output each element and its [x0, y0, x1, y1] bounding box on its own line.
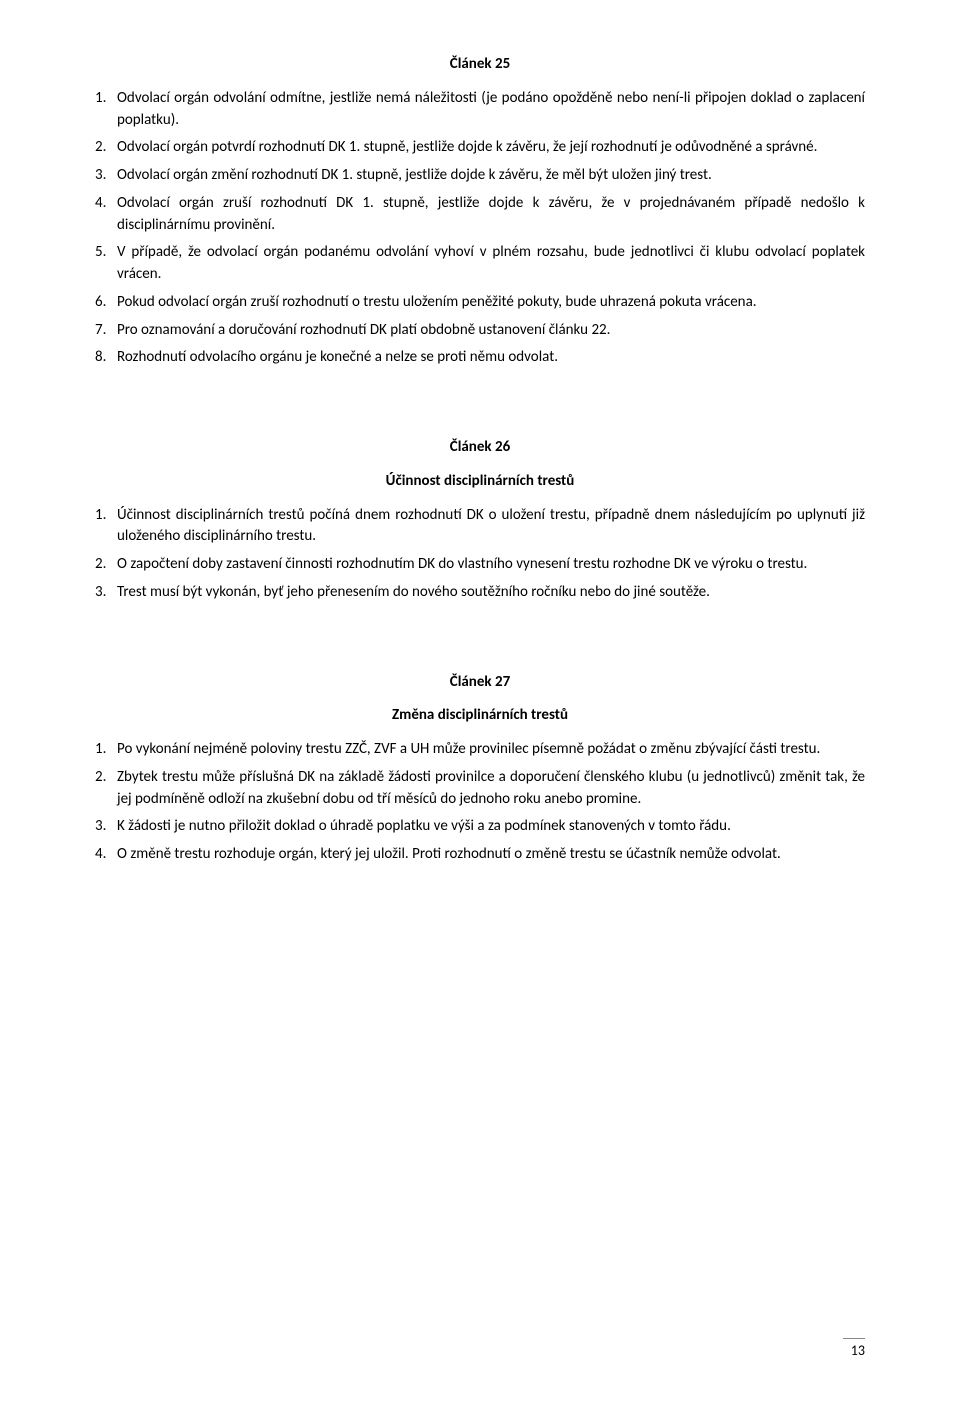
list-item: 1. Odvolací orgán odvolání odmítne, jest…	[95, 88, 865, 132]
list-item: 4. O změně trestu rozhoduje orgán, který…	[95, 844, 865, 866]
list-number: 2.	[95, 554, 117, 576]
list-text: Po vykonání nejméně poloviny trestu ZZČ,…	[117, 739, 865, 761]
list-text: Trest musí být vykonán, byť jeho přenese…	[117, 582, 865, 604]
list-text: Pro oznamování a doručování rozhodnutí D…	[117, 320, 865, 342]
list-number: 3.	[95, 165, 117, 187]
article-25: Článek 25 1. Odvolací orgán odvolání odm…	[95, 54, 865, 369]
list-number: 6.	[95, 292, 117, 314]
list-item: 2. Odvolací orgán potvrdí rozhodnutí DK …	[95, 137, 865, 159]
list-item: 8. Rozhodnutí odvolacího orgánu je koneč…	[95, 347, 865, 369]
list-number: 4.	[95, 193, 117, 237]
list-item: 6. Pokud odvolací orgán zruší rozhodnutí…	[95, 292, 865, 314]
list-number: 3.	[95, 816, 117, 838]
list-number: 2.	[95, 137, 117, 159]
list-item: 1. Po vykonání nejméně poloviny trestu Z…	[95, 739, 865, 761]
list-number: 2.	[95, 767, 117, 811]
list-item: 2. Zbytek trestu může příslušná DK na zá…	[95, 767, 865, 811]
list-text: Odvolací orgán potvrdí rozhodnutí DK 1. …	[117, 137, 865, 159]
page-number: 13	[843, 1338, 865, 1361]
article-26: Článek 26 Účinnost disciplinárních trest…	[95, 437, 865, 604]
article-27-title: Článek 27	[95, 672, 865, 694]
list-number: 5.	[95, 242, 117, 286]
list-number: 1.	[95, 88, 117, 132]
list-text: O započtení doby zastavení činnosti rozh…	[117, 554, 865, 576]
list-number: 1.	[95, 739, 117, 761]
article-27-subtitle: Změna disciplinárních trestů	[95, 705, 865, 727]
list-text: O změně trestu rozhoduje orgán, který je…	[117, 844, 865, 866]
list-text: Pokud odvolací orgán zruší rozhodnutí o …	[117, 292, 865, 314]
article-27: Článek 27 Změna disciplinárních trestů 1…	[95, 672, 865, 866]
list-number: 8.	[95, 347, 117, 369]
list-item: 4. Odvolací orgán zruší rozhodnutí DK 1.…	[95, 193, 865, 237]
list-text: Odvolací orgán zruší rozhodnutí DK 1. st…	[117, 193, 865, 237]
list-item: 2. O započtení doby zastavení činnosti r…	[95, 554, 865, 576]
list-number: 4.	[95, 844, 117, 866]
article-26-title: Článek 26	[95, 437, 865, 459]
list-text: Odvolací orgán odvolání odmítne, jestliž…	[117, 88, 865, 132]
article-26-subtitle: Účinnost disciplinárních trestů	[95, 471, 865, 493]
list-text: V případě, že odvolací orgán podanému od…	[117, 242, 865, 286]
list-item: 1. Účinnost disciplinárních trestů počín…	[95, 505, 865, 549]
list-text: K žádosti je nutno přiložit doklad o úhr…	[117, 816, 865, 838]
list-item: 3. K žádosti je nutno přiložit doklad o …	[95, 816, 865, 838]
list-item: 3. Odvolací orgán změní rozhodnutí DK 1.…	[95, 165, 865, 187]
list-item: 3. Trest musí být vykonán, byť jeho přen…	[95, 582, 865, 604]
list-number: 1.	[95, 505, 117, 549]
article-25-title: Článek 25	[95, 54, 865, 76]
list-number: 7.	[95, 320, 117, 342]
list-number: 3.	[95, 582, 117, 604]
list-text: Odvolací orgán změní rozhodnutí DK 1. st…	[117, 165, 865, 187]
list-text: Účinnost disciplinárních trestů počíná d…	[117, 505, 865, 549]
list-item: 5. V případě, že odvolací orgán podanému…	[95, 242, 865, 286]
list-item: 7. Pro oznamování a doručování rozhodnut…	[95, 320, 865, 342]
list-text: Zbytek trestu může příslušná DK na zákla…	[117, 767, 865, 811]
list-text: Rozhodnutí odvolacího orgánu je konečné …	[117, 347, 865, 369]
